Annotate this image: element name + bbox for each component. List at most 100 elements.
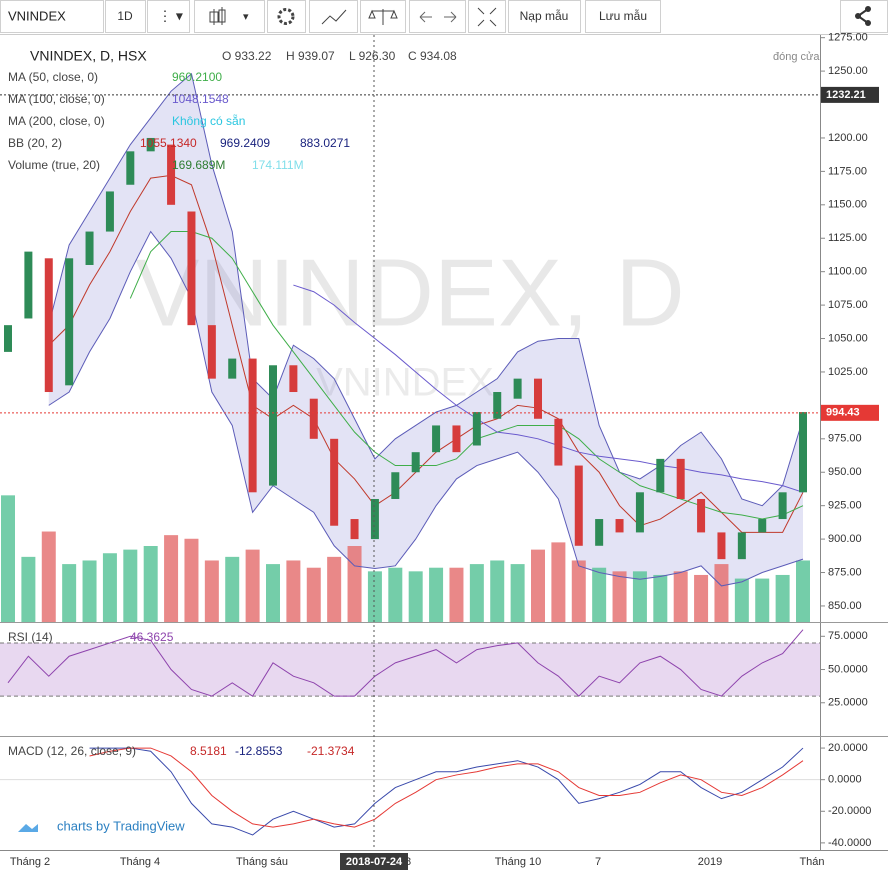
volume-bar <box>388 567 403 622</box>
candle <box>778 492 787 520</box>
candle <box>554 418 563 466</box>
candle <box>656 458 665 493</box>
indicator-ma50 <box>129 231 804 520</box>
candle <box>44 258 53 393</box>
load-button[interactable] <box>508 0 581 33</box>
volume-bar <box>632 571 647 622</box>
candle <box>411 452 420 473</box>
y-tick-label: 900.00 <box>828 533 862 545</box>
interval[interactable]: 1D <box>117 9 133 23</box>
legend-value: 174.111M <box>252 158 304 172</box>
y-tick-label: 1075.00 <box>828 299 868 311</box>
undo-redo[interactable] <box>409 0 466 33</box>
icon <box>865 6 871 12</box>
legend-value: 1055.1340 <box>140 136 197 150</box>
volume-bar <box>21 556 36 622</box>
volume-bar <box>653 574 668 622</box>
candle <box>432 425 441 453</box>
candle <box>635 492 644 533</box>
y-tick-label: 1150.00 <box>828 199 867 211</box>
crosshair-date-box <box>340 853 408 870</box>
crosshair-date: 2018-07-24 <box>346 856 403 868</box>
legend-value: Không có sẵn <box>172 113 245 128</box>
y-tick-label: -40.0000 <box>828 837 871 849</box>
volume-bar <box>82 560 97 622</box>
macd-line <box>89 747 804 828</box>
volume-bar <box>143 546 158 622</box>
candle <box>391 472 400 499</box>
legend-value: 883.0271 <box>300 136 350 150</box>
price-label: 1232.21 <box>826 89 866 101</box>
volume-bar <box>327 556 342 622</box>
candle <box>758 519 767 533</box>
chart-type-button[interactable] <box>194 0 265 33</box>
volume-bar <box>510 564 525 622</box>
volume-bar <box>592 567 607 622</box>
rsi-band <box>0 642 820 697</box>
volume-bar <box>694 574 709 622</box>
candle <box>330 438 339 526</box>
indicators-button[interactable] <box>309 0 358 33</box>
legend-name: MA (200, close, 0) <box>8 114 105 128</box>
icon <box>368 9 398 25</box>
x-tick-label: Tháng 10 <box>495 856 541 868</box>
x-tick-label: Tháng 4 <box>120 856 160 868</box>
overlay: 1275.00 1250.00 1200.00 1175.00 1150.00 1125.… <box>0 32 879 870</box>
y-tick-label: 1025.00 <box>828 366 868 378</box>
candle <box>187 211 196 326</box>
price-label-box <box>821 404 879 421</box>
ohlc: O 933.22 <box>222 49 272 63</box>
candle <box>207 325 216 379</box>
toolbar: VNINDEX 1D ⋮ ▾ ▾ Nạp mẫu Lưu mẫu <box>0 0 888 33</box>
fullscreen-button[interactable] <box>468 0 506 33</box>
watermark: VNINDEX, D <box>135 239 684 346</box>
icon <box>277 8 295 25</box>
watermark-small: VNINDEX <box>316 361 494 405</box>
y-tick-label: 75.0000 <box>828 630 868 642</box>
save-button[interactable] <box>585 0 661 33</box>
y-tick-label: 0.0000 <box>828 774 862 786</box>
candle <box>309 398 318 439</box>
candle <box>4 325 12 352</box>
candle <box>452 425 461 453</box>
more-button[interactable] <box>147 0 190 33</box>
candle <box>269 365 277 486</box>
candle <box>513 378 522 399</box>
panel-title: MACD (12, 26, close, 9) <box>8 744 136 758</box>
y-tick-label: 950.00 <box>828 466 862 478</box>
macd-line <box>89 747 804 836</box>
volume-bar <box>775 574 790 622</box>
rsi-line <box>7 629 804 697</box>
branding[interactable]: charts by TradingView <box>57 818 185 833</box>
volume-bar <box>123 549 138 622</box>
candle <box>615 519 624 533</box>
candle <box>85 231 94 265</box>
volume-bar <box>469 564 484 622</box>
legend-name: BB (20, 2) <box>8 136 62 150</box>
price-type: đóng cửa <box>773 51 820 63</box>
load-label[interactable]: Nạp mẫu <box>520 8 569 23</box>
icon <box>209 7 226 25</box>
y-tick-label: 1050.00 <box>828 332 868 344</box>
y-tick-label: 1275.00 <box>828 32 868 44</box>
logo <box>18 824 38 832</box>
interval-button[interactable] <box>105 0 146 33</box>
candle <box>24 251 33 319</box>
volume-bar <box>41 531 56 622</box>
save-label[interactable]: Lưu mẫu <box>599 8 647 23</box>
y-tick-label: 25.0000 <box>828 697 868 709</box>
symbol-box[interactable] <box>0 0 104 33</box>
candle <box>146 137 155 152</box>
volume-bar <box>245 549 260 622</box>
symbol[interactable]: VNINDEX <box>8 8 66 23</box>
settings-button[interactable] <box>267 0 306 33</box>
y-tick-label: 1175.00 <box>828 165 867 177</box>
legend-value: 969.2409 <box>220 136 270 150</box>
candle <box>676 458 685 499</box>
x-tick-label: Thán <box>799 856 824 868</box>
candle <box>493 392 502 419</box>
x-tick-label: 7 <box>595 856 601 868</box>
x-tick-label: Tháng 2 <box>10 856 50 868</box>
share-button[interactable] <box>840 0 888 33</box>
ohlc: L 926.30 <box>349 49 396 63</box>
